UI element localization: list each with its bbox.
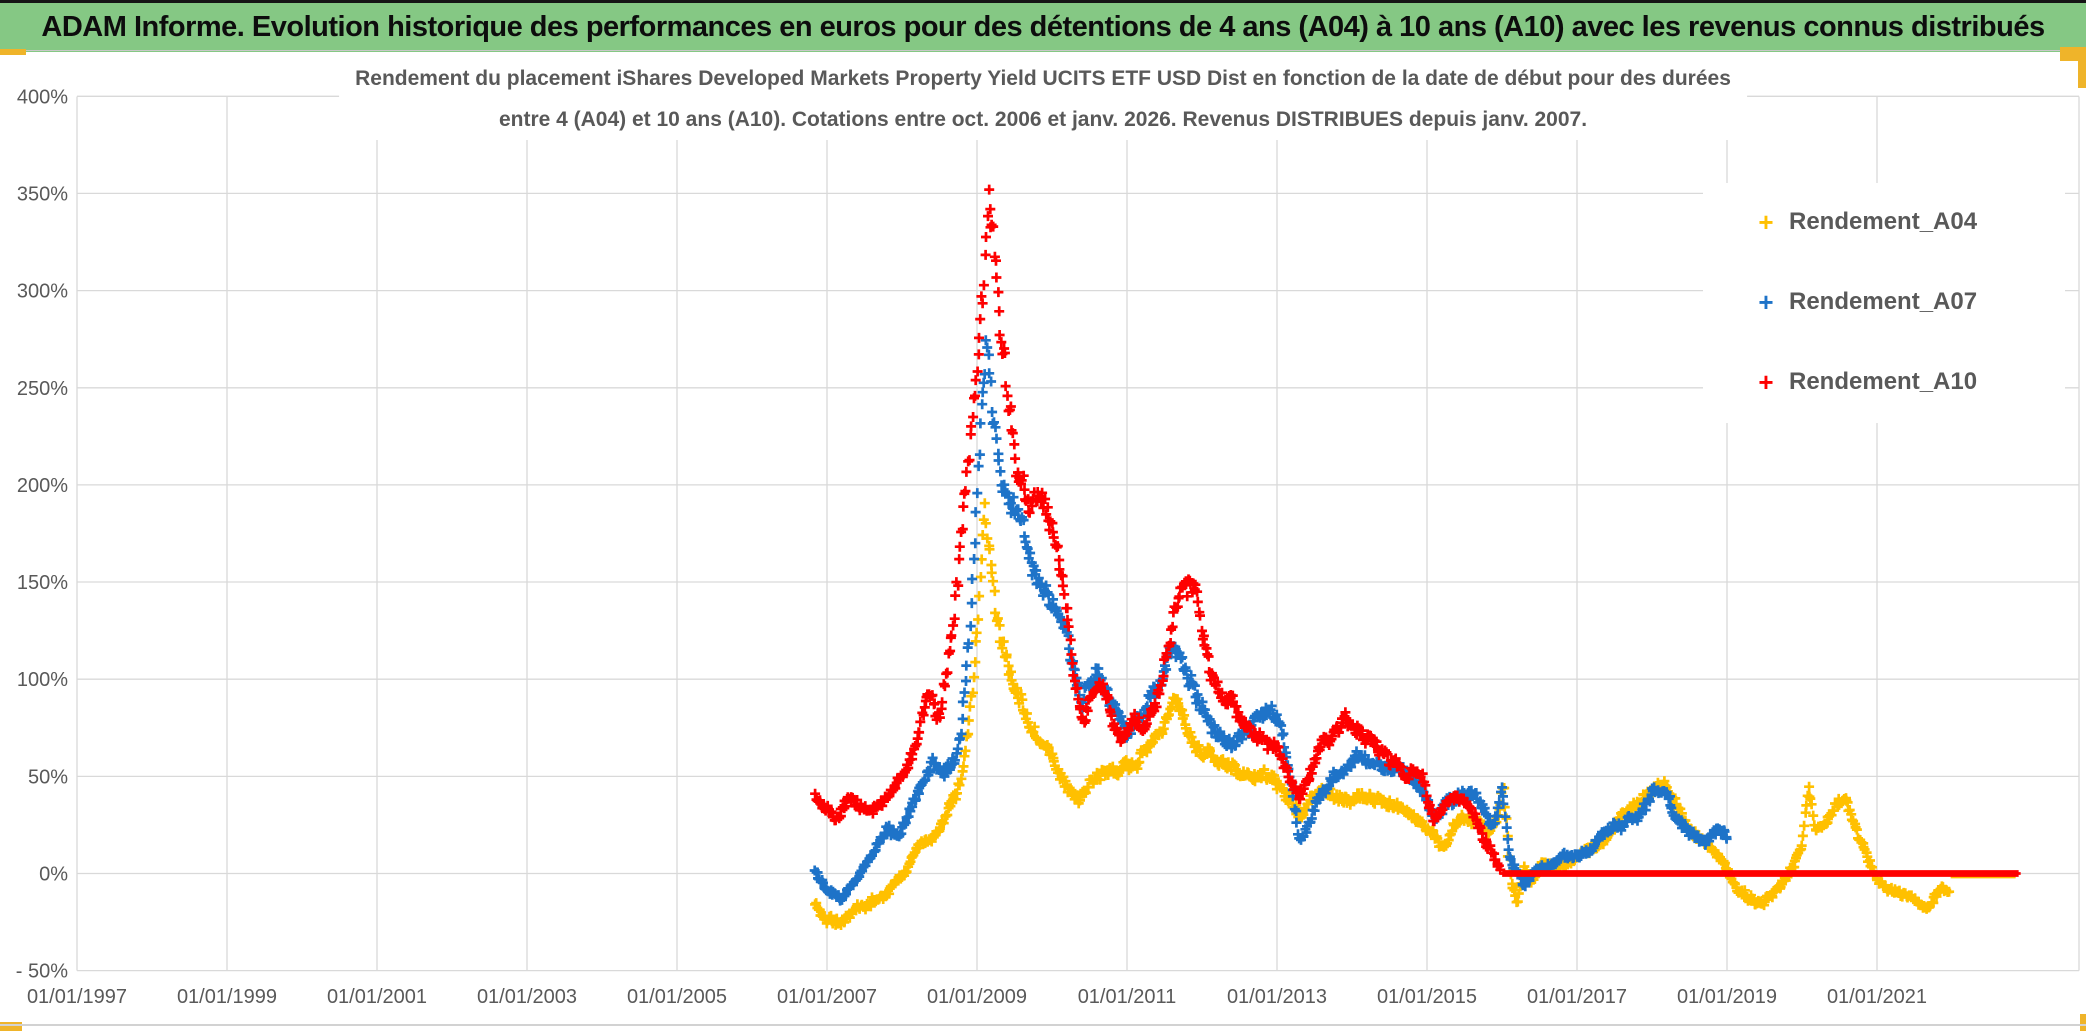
plus-marker-icon: + (1758, 367, 1774, 397)
series-points-rendement_a10 (810, 184, 1506, 875)
x-axis-tick-label: 01/01/2021 (1827, 986, 1927, 1008)
y-axis-tick-label: - 50% (16, 961, 68, 983)
gold-corner-accent-top-left (0, 49, 26, 55)
chart-title-line1: Rendement du placement iShares Developed… (355, 67, 1731, 90)
series-points-rendement_a04 (810, 498, 1955, 930)
y-axis-tick-label: 250% (17, 378, 68, 400)
bottom-divider-line (0, 1024, 2086, 1026)
legend-item-rendement-a04[interactable]: + Rendement_A04 (1703, 199, 2065, 245)
x-axis-tick-label: 01/01/2007 (777, 986, 877, 1008)
y-axis-tick-label: 150% (17, 572, 68, 594)
gold-corner-accent-top-right-edge (2078, 47, 2086, 88)
y-axis-tick-label: 50% (28, 766, 68, 788)
x-axis-tick-label: 01/01/2003 (477, 986, 577, 1008)
y-axis-tick-label: 350% (17, 183, 68, 205)
x-axis-tick-label: 01/01/1997 (27, 986, 127, 1008)
page-title: ADAM Informe. Evolution historique des p… (41, 11, 2045, 43)
chart-title-line2: entre 4 (A04) et 10 ans (A10). Cotations… (498, 108, 1588, 131)
x-axis-tick-label: 01/01/1999 (177, 986, 277, 1008)
y-axis-tick-label: 0% (39, 864, 68, 886)
plus-marker-icon: + (1758, 207, 1774, 237)
x-axis-tick-label: 01/01/2017 (1527, 986, 1627, 1008)
x-axis-tick-label: 01/01/2015 (1377, 986, 1477, 1008)
x-axis-tick-label: 01/01/2005 (627, 986, 727, 1008)
x-axis-tick-label: 01/01/2009 (927, 986, 1027, 1008)
plus-marker-icon: + (1758, 287, 1774, 317)
series-zero-line-rendement_a10 (1500, 870, 2021, 877)
y-axis-tick-label: 300% (17, 281, 68, 303)
x-axis-tick-label: 01/01/2019 (1677, 986, 1777, 1008)
legend-item-rendement-a10[interactable]: + Rendement_A10 (1703, 359, 2065, 405)
x-axis-tick-label: 01/01/2001 (327, 986, 427, 1008)
series-points-rendement_a07 (809, 335, 1732, 906)
x-axis-tick-label: 01/01/2011 (1078, 986, 1177, 1008)
header-divider-line (0, 50, 2086, 51)
x-axis-tick-label: 01/01/2013 (1227, 986, 1327, 1008)
gold-corner-accent-bottom-left (0, 1022, 22, 1031)
gold-corner-accent-bottom-right (2080, 1014, 2086, 1031)
y-axis-tick-label: 100% (17, 669, 68, 691)
legend-item-label: Rendement_A10 (1789, 368, 1978, 395)
legend-item-rendement-a07[interactable]: + Rendement_A07 (1703, 279, 2065, 325)
legend-item-label: Rendement_A04 (1789, 208, 1978, 235)
y-axis-tick-label: 400% (17, 86, 68, 108)
y-axis-tick-label: 200% (17, 475, 68, 497)
legend-item-label: Rendement_A07 (1789, 288, 1978, 315)
chart-title: Rendement du placement iShares Developed… (339, 58, 1747, 140)
page-header-banner: ADAM Informe. Evolution historique des p… (0, 0, 2086, 52)
chart-legend: + Rendement_A04 + Rendement_A07 + Rendem… (1703, 183, 2065, 423)
